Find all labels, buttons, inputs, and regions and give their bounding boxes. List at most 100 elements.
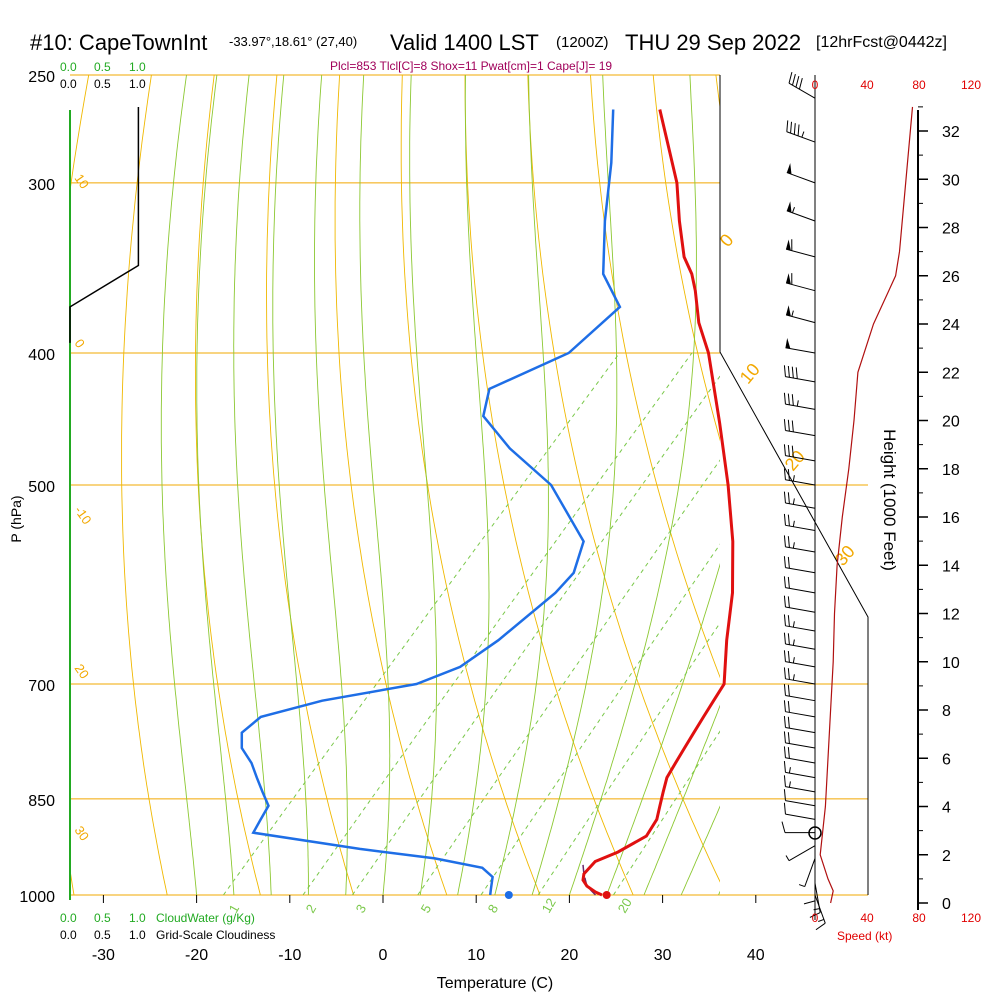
barb-full [794,123,795,134]
height-tick-label: 10 [942,655,960,672]
barb-full [784,761,785,772]
wind-barb [787,201,815,221]
barb-full [788,615,789,626]
barb-staff [785,525,815,530]
valid-time: Valid 1400 LST [390,30,539,55]
barb-full [789,72,792,83]
barb-full [791,122,792,133]
wind-barb [784,700,815,717]
barb-staff [786,249,815,257]
moist-adiabat [644,51,897,895]
barb-full [788,557,789,568]
x-tick-label: 0 [379,947,388,964]
speed-axis-label: Speed (kt) [837,929,892,943]
moist-adiabat [495,51,549,895]
barb-flag [787,163,792,174]
barb-flag [786,305,791,316]
mixing-ratio-label: 8 [485,902,502,916]
dry-adiabat [401,51,552,924]
barb-full [788,515,789,526]
surface-temperature-point [603,891,611,899]
barb-full [788,492,789,503]
dry-adiabat-label: 10 [72,171,93,191]
wind-barb [784,576,815,593]
barb-half [793,521,794,527]
barb-full [788,685,789,696]
surface-dewpoint-point [505,891,513,899]
barb-half [793,542,794,548]
barb-staff [785,695,815,700]
barb-staff [785,348,815,353]
barb-full [787,120,788,131]
wind-barb [787,120,815,142]
wind-barb [784,761,815,778]
dry-adiabat-label: 0 [72,336,88,351]
svg-text:0.0: 0.0 [60,77,77,91]
barb-staff [785,607,815,612]
pressure-tick-label: 300 [28,177,55,194]
barb-full [792,394,793,405]
barb-staff [785,503,815,508]
wind-barb [784,419,815,436]
barb-staff [785,404,815,409]
wind-barb [784,535,815,552]
svg-text:0.5: 0.5 [94,928,111,942]
wind-barb [786,846,815,861]
barb-staff [785,430,815,435]
barb-half [792,207,794,213]
moist-adiabat [569,51,696,895]
moist-adiabat [360,51,390,895]
barb-full [796,367,797,378]
barb-staff [785,814,815,819]
barb-full [788,394,789,405]
height-tick-label: 2 [942,848,951,865]
mixing-ratio-label: 5 [418,902,435,916]
svg-text:0.0: 0.0 [60,911,77,925]
barb-half [818,919,824,921]
wind-barb [784,716,815,733]
wind-barb [785,338,815,353]
moist-adiabat [756,51,1000,895]
moist-adiabat [458,51,489,895]
wind-barb [784,789,815,806]
barb-full [784,731,785,742]
dry-adiabat [527,51,741,924]
barb-staff [785,679,815,684]
moist-adiabat-label: 30 [831,541,859,569]
barb-flag [786,273,791,284]
barb-full [788,701,789,712]
mixing-ratio-label: 3 [353,902,370,916]
valid-date: THU 29 Sep 2022 [625,30,801,55]
barb-staff [789,846,815,861]
cloudwater-bottom-legend: 0.0 0.5 1.0 CloudWater (g/Kg) [60,911,255,925]
barb-flag [786,239,791,250]
station-coords: -33.97°,18.61° (27,40) [229,34,357,49]
barb-half [793,657,794,663]
barb-staff [785,626,815,631]
svg-text:1.0: 1.0 [129,77,146,91]
x-tick-label: -20 [185,947,208,964]
wind-barb [784,468,815,485]
height-tick-label: 0 [942,896,951,913]
barb-staff [785,758,815,763]
mixing-ratio-1 [223,353,619,895]
dry-adiabat [0,51,31,924]
barb-full [784,492,785,503]
wind-barb [784,633,815,650]
barb-full [788,732,789,743]
barb-full [784,576,785,587]
wind-barb [804,871,815,904]
barb-full [788,469,789,480]
barb-full [788,366,789,377]
mixing-ratio-5 [418,353,796,895]
barb-full [784,444,785,455]
barb-half [793,475,794,481]
height-tick-label: 18 [942,462,960,479]
barb-half [797,400,798,406]
cloudwater-top-ticks: 0.0 0.5 1.0 [60,60,146,74]
barb-half [793,639,794,645]
barb-full [784,596,785,607]
svg-text:1.0: 1.0 [129,60,146,74]
speed-tick-bottom: 40 [860,911,874,925]
